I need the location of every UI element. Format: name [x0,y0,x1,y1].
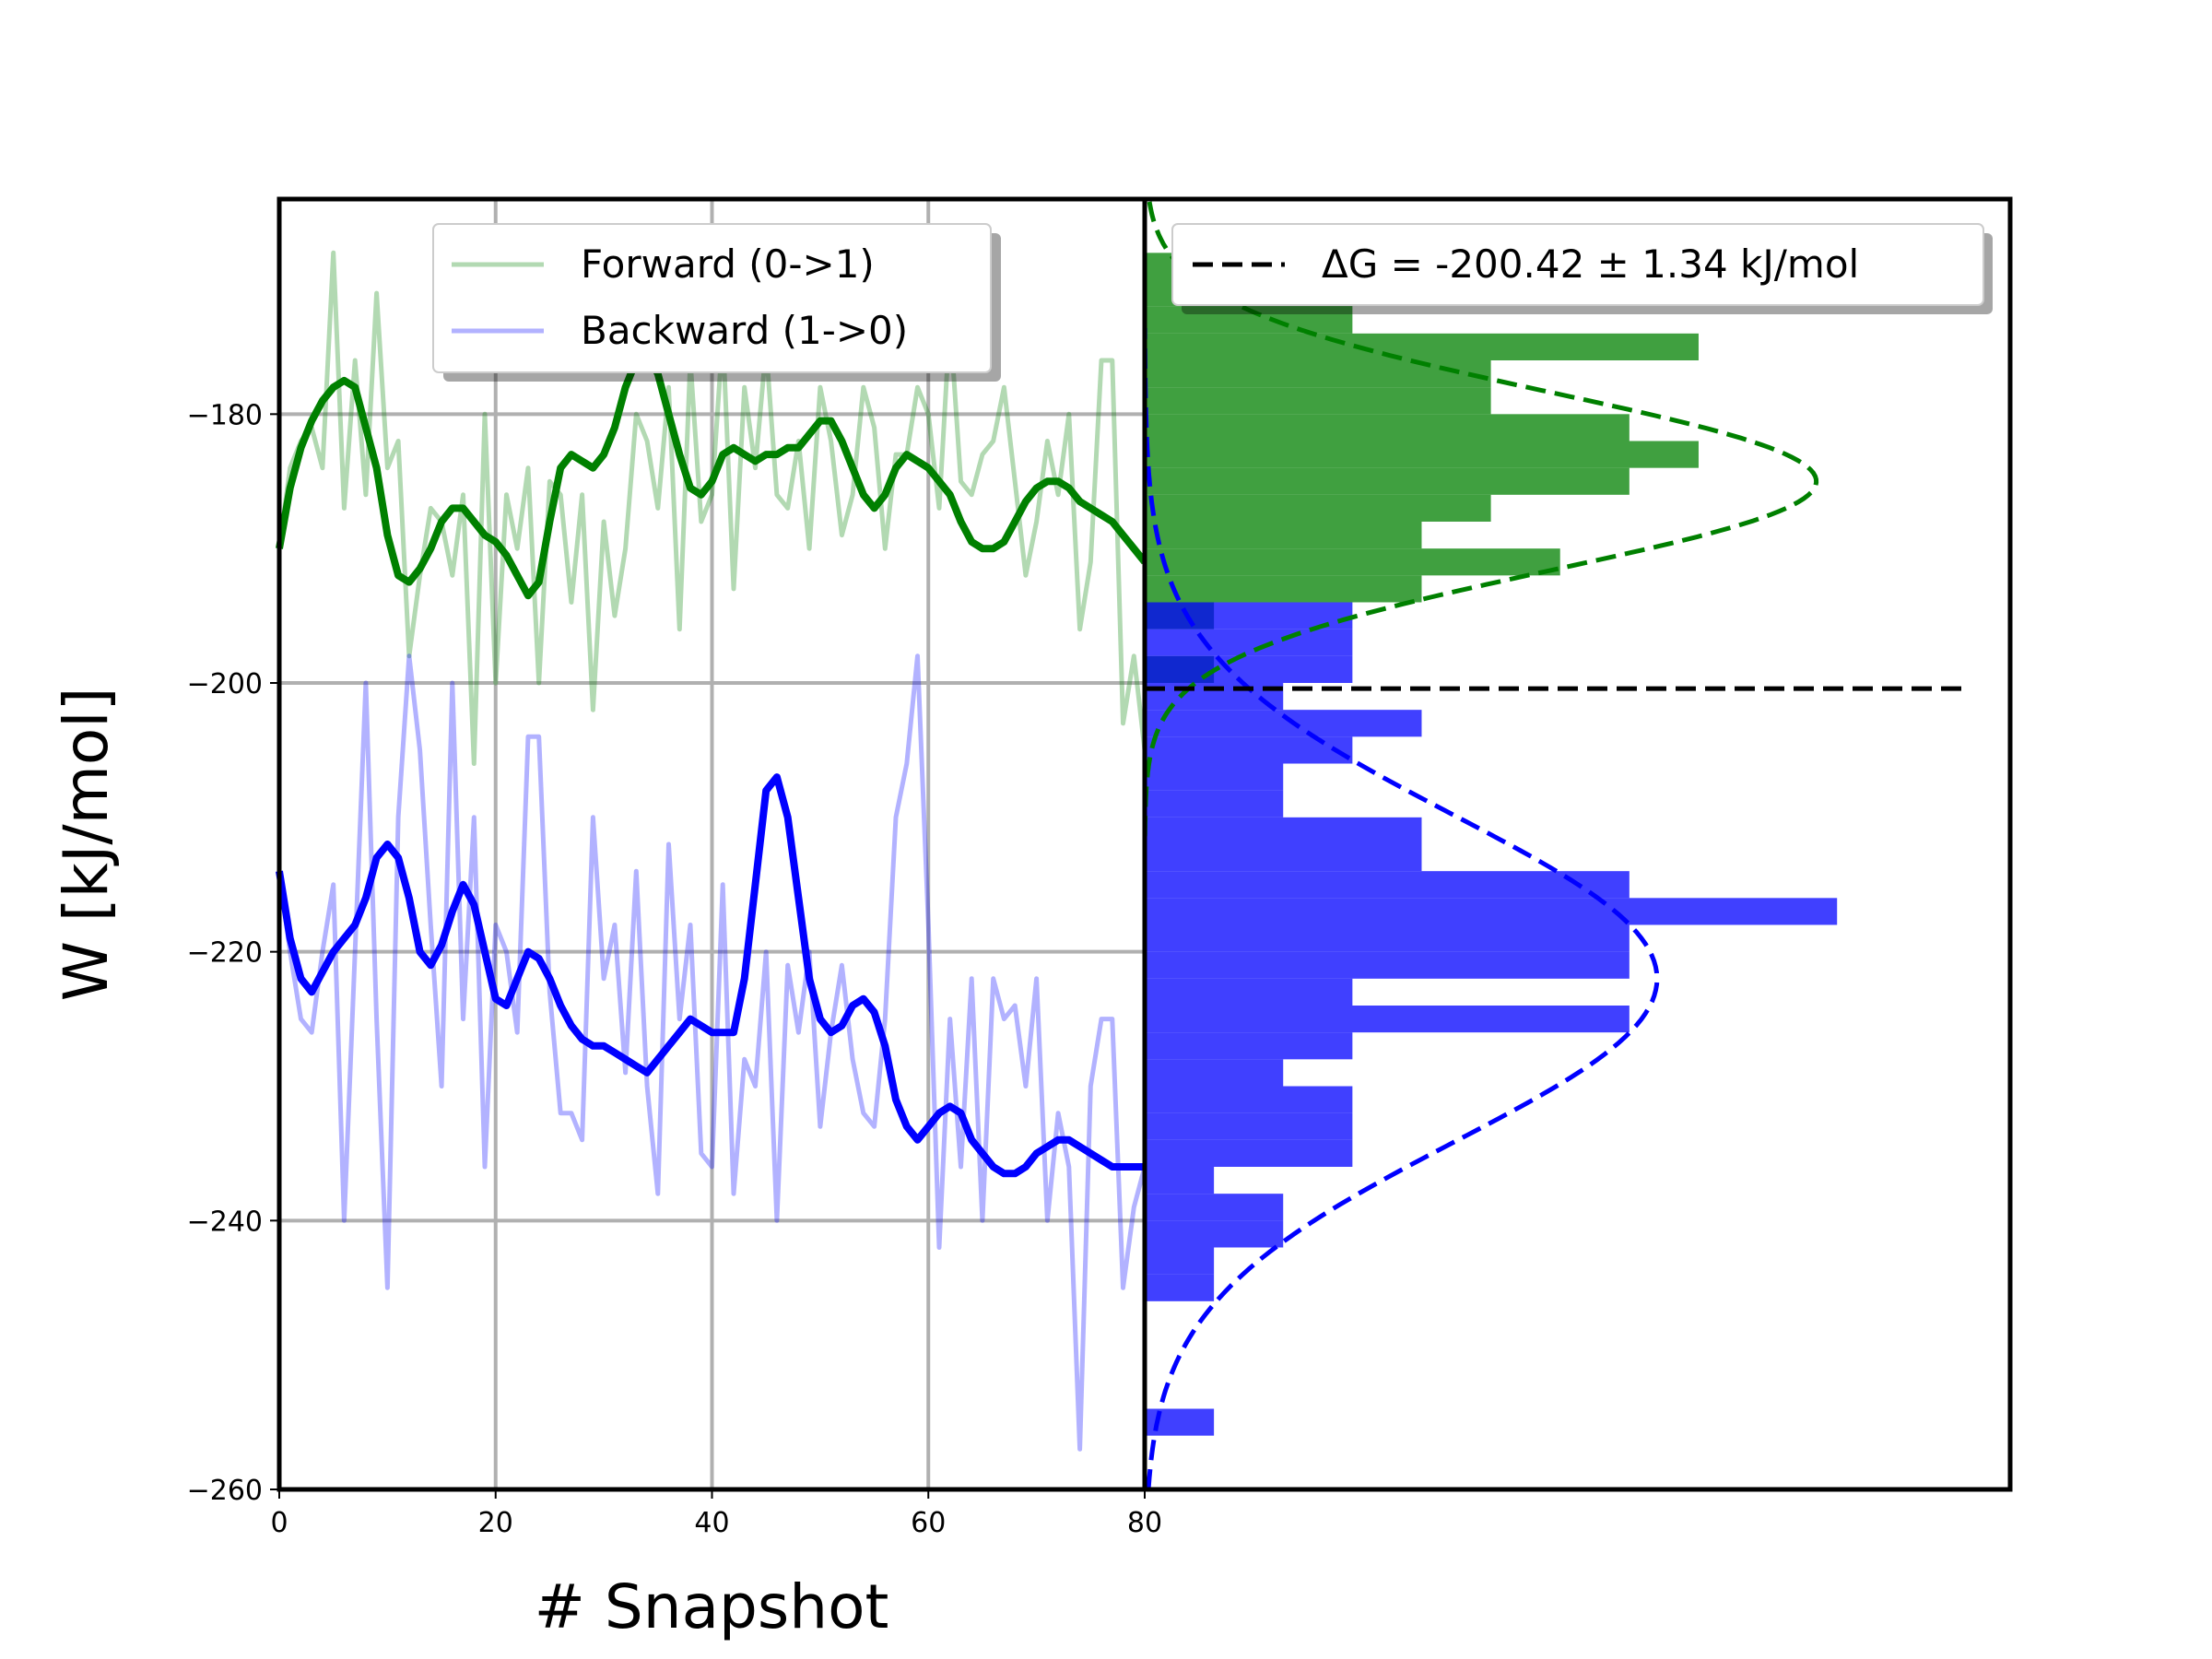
backward-histogram-bar [1145,871,1630,899]
x-axis-title: # Snapshot [535,1571,889,1642]
backward-histogram-bar [1145,710,1422,737]
backward-histogram-bar [1145,978,1353,1006]
histogram-panel-frame [1142,196,2013,1492]
forward-histogram-bar [1145,414,1630,441]
legend-box [432,223,992,373]
dg-legend-label: ΔG = -200.42 ± 1.34 kJ/mol [1322,241,1859,287]
y-tick-label: −240 [187,1206,263,1238]
forward-histogram-bar [1145,387,1491,415]
raw-forward-line [276,250,1147,766]
histogram-fits [1142,198,1819,1490]
backward-histogram-bar [1145,1220,1284,1248]
backward-histogram-bar [1145,1112,1353,1140]
forward-histogram-bar [1145,360,1491,388]
backward-histogram-bar [1145,790,1284,818]
forward-histogram-bar [1145,441,1699,468]
forward-histogram-bar [1145,548,1560,576]
forward-histogram-bar [1145,522,1422,549]
y-tick-label: −200 [187,668,263,700]
backward-histogram-bar [1145,1059,1284,1087]
histogram-panel: ΔG = -200.42 ± 1.34 kJ/mol [1142,196,2013,1492]
backward-histogram-bar [1145,924,1630,952]
backward-histogram-bar [1145,817,1422,844]
backward-histogram-bar [1145,1139,1353,1167]
smoothed-backward-line [276,773,1145,1178]
legend-backward-label: Backward (1->0) [581,308,908,353]
forward-histogram-bar [1145,494,1491,522]
backward-histogram-bar [1145,1194,1284,1221]
x-tick-label: 20 [478,1507,513,1539]
forward-histogram-bar [1145,333,1699,360]
backward-histogram-bar [1145,1086,1353,1113]
backward-histogram-bar [1145,629,1353,656]
backward-histogram-bar [1145,844,1422,872]
smoothed-forward-line [276,349,1148,600]
backward-histogram-bar [1145,655,1353,683]
y-tick-label: −260 [187,1475,263,1507]
y-tick-label: −220 [187,937,263,970]
forward-gaussian-fit [1142,198,1819,837]
backward-histogram-bar [1145,1274,1215,1301]
backward-histogram-bar [1145,1167,1215,1194]
line-panel: 0 20 40 60 80 −180 −200 −220 −240 −260 Forward (0… [187,196,1163,1539]
series-legend: Forward (0->1) Backward (1->0) [432,223,1001,382]
backward-histogram-bar [1145,1247,1215,1275]
raw-backward-line [276,653,1147,1452]
backward-histogram-bar [1145,602,1353,629]
left-ticks: 0 20 40 60 80 −180 −200 −220 −240 −260 [187,399,1163,1539]
y-tick-label: −180 [187,399,263,431]
dg-legend-box [1171,223,1984,306]
x-tick-label: 0 [270,1507,288,1539]
backward-gaussian-fit [1142,328,1660,1490]
forward-histogram-bar [1145,467,1630,495]
y-axis-title: W [kJ/mol] [51,688,122,1002]
forward-histogram-bar [1145,575,1422,603]
backward-histogram-bar [1145,951,1630,979]
x-tick-label: 60 [911,1507,946,1539]
backward-histogram-bar [1145,898,1838,925]
delta-g-legend: ΔG = -200.42 ± 1.34 kJ/mol [1171,223,1993,314]
left-series [276,250,1148,1452]
x-tick-label: 40 [694,1507,729,1539]
backward-histogram-bar [1145,1006,1630,1033]
legend-forward-label: Forward (0->1) [581,241,875,287]
backward-histogram-bar [1145,763,1284,791]
backward-histogram-bar [1145,1032,1353,1060]
x-tick-label: 80 [1127,1507,1162,1539]
